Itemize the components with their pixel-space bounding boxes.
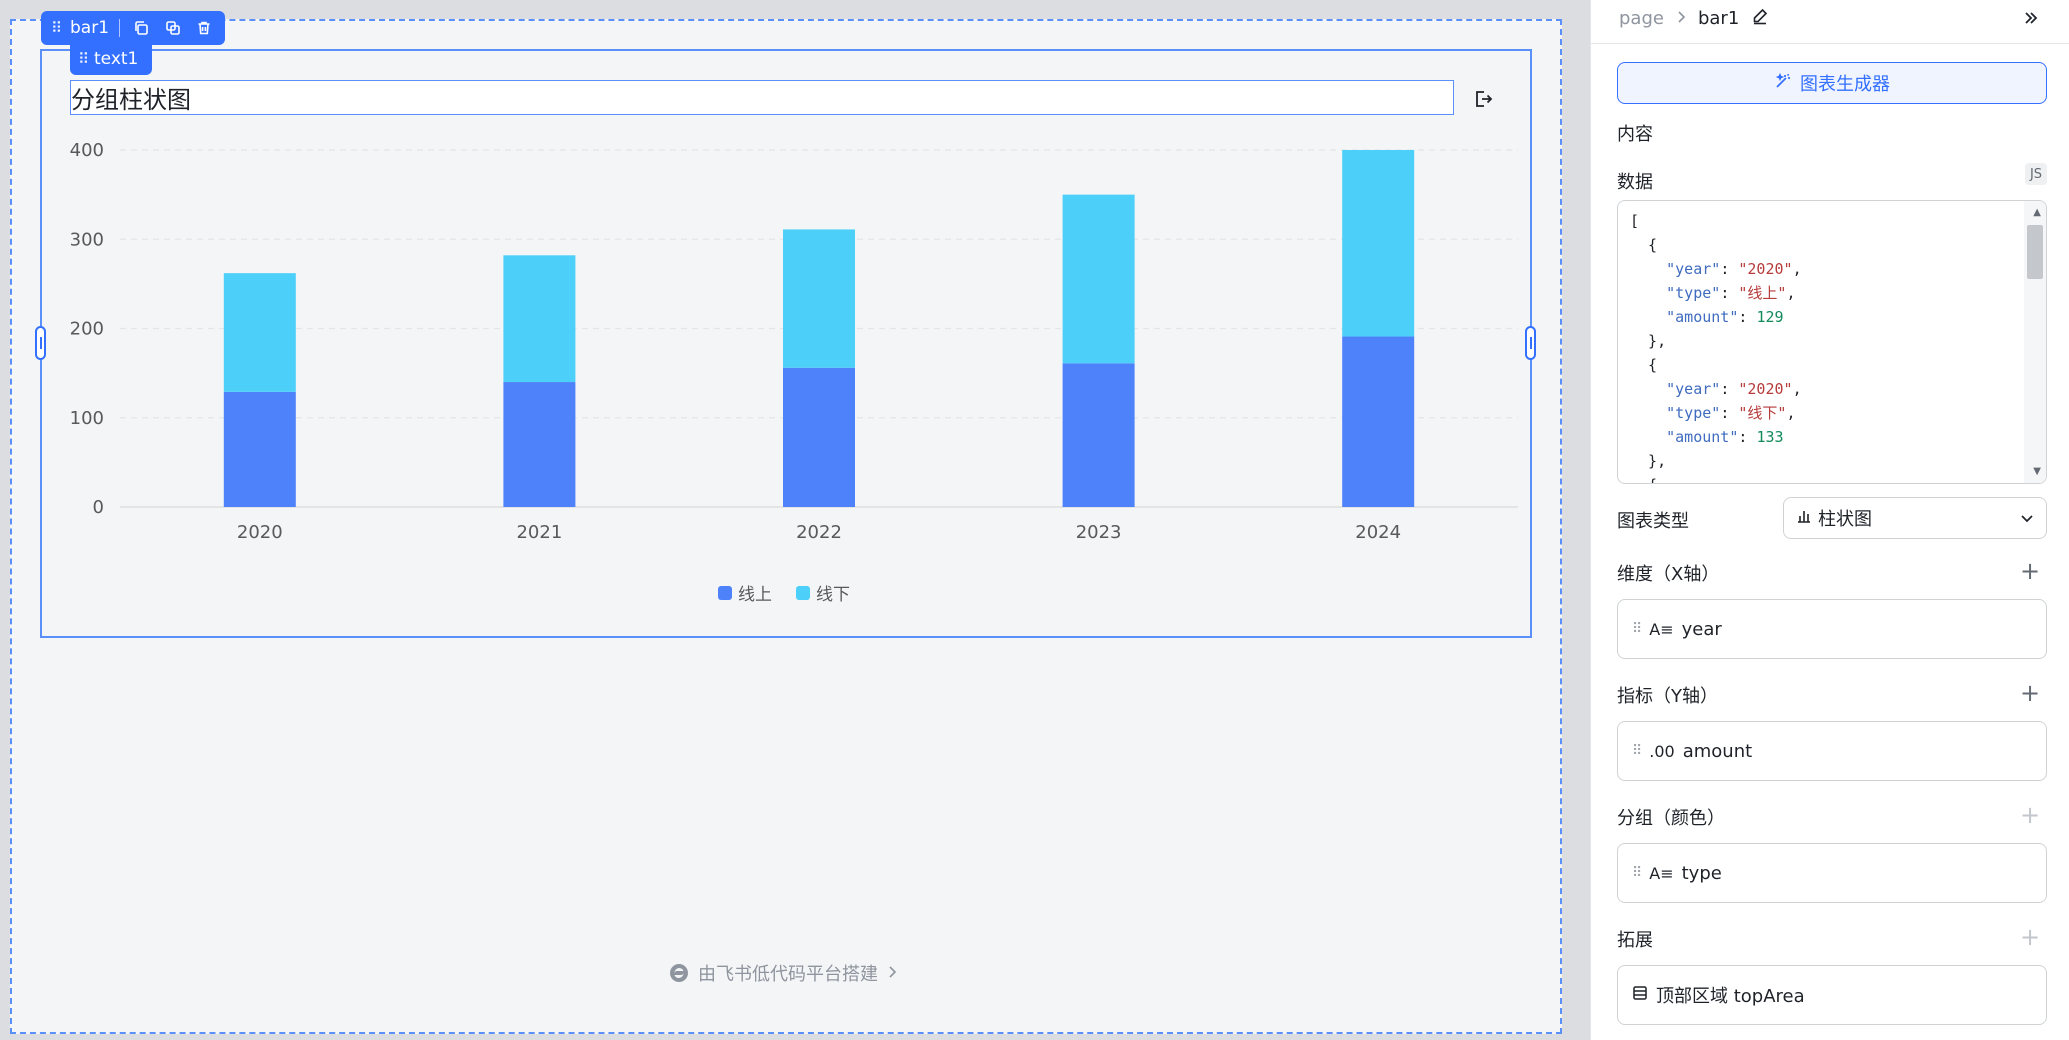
- export-icon[interactable]: [1470, 87, 1496, 111]
- bar1-selection-tag[interactable]: ⠿ bar1: [41, 11, 225, 45]
- x-tick-label: 2021: [516, 522, 562, 543]
- legend-swatch-series-1: [718, 585, 732, 600]
- content-section-label: 内容: [1617, 124, 1653, 145]
- bar-2023-series-1: [1062, 363, 1135, 507]
- extend-field[interactable]: 顶部区域 topArea: [1617, 965, 2047, 1025]
- code-scrollbar[interactable]: ▲ ▼: [2024, 201, 2046, 483]
- metric-field[interactable]: ⠿ .00 amount: [1617, 721, 2047, 781]
- selected-child-name: text1: [94, 48, 139, 69]
- resize-handle-right[interactable]: [1525, 326, 1536, 360]
- chart-generator-label: 图表生成器: [1800, 74, 1890, 95]
- property-panel: page bar1 图表生成器 内容 数据 JS [ { "year": "20…: [1590, 0, 2069, 1040]
- legend-label-series-2: 线下: [816, 585, 850, 605]
- bar-2021-series-2: [503, 255, 576, 383]
- group-label: 分组（颜色）: [1617, 808, 1725, 829]
- data-code-editor[interactable]: [ { "year": "2020", "type": "线上", "amoun…: [1617, 200, 2047, 484]
- dimension-field-name: year: [1681, 618, 1722, 640]
- bar-chart-icon: [1796, 508, 1812, 529]
- y-tick-label: 300: [70, 229, 104, 250]
- bar-2022-series-2: [783, 229, 855, 368]
- collapse-panel-icon[interactable]: [2019, 6, 2043, 30]
- add-group-icon[interactable]: +: [2019, 801, 2041, 829]
- drag-handle-icon[interactable]: ⠿: [1632, 621, 1642, 637]
- bar-2024-series-1: [1342, 336, 1415, 507]
- legend-item-series-2[interactable]: 线下: [796, 580, 850, 605]
- bar-2020-series-1: [223, 391, 296, 507]
- selected-component-name: bar1: [70, 18, 110, 38]
- text-type-icon: A≡: [1649, 863, 1674, 883]
- legend-item-series-1[interactable]: 线上: [718, 580, 772, 605]
- chevron-right-icon: [886, 963, 898, 984]
- copy-icon[interactable]: [130, 17, 152, 39]
- scroll-up-arrow-icon[interactable]: ▲: [2033, 207, 2041, 218]
- edit-icon[interactable]: [1751, 7, 1769, 30]
- text1-selection-tag[interactable]: ⠿ text1: [70, 42, 152, 75]
- legend-label-series-1: 线上: [738, 585, 772, 605]
- chevron-down-icon: [2020, 508, 2034, 529]
- panel-divider: [1591, 43, 2069, 44]
- chart-legend: 线上 线下: [718, 580, 850, 605]
- breadcrumb: page bar1: [1619, 0, 2039, 36]
- group-field[interactable]: ⠿ A≡ type: [1617, 843, 2047, 903]
- bar-2023-series-2: [1062, 194, 1135, 364]
- y-tick-label: 200: [70, 319, 104, 340]
- code-scrollbar-thumb[interactable]: [2027, 225, 2043, 279]
- dimension-field[interactable]: ⠿ A≡ year: [1617, 599, 2047, 659]
- extend-field-name: 顶部区域 topArea: [1656, 986, 1805, 1007]
- js-toggle-button[interactable]: JS: [2025, 163, 2047, 185]
- duplicate-icon[interactable]: [162, 17, 184, 39]
- footer-brand-link[interactable]: 由飞书低代码平台搭建: [668, 960, 898, 986]
- bar-2021-series-1: [503, 382, 576, 507]
- text-type-icon: A≡: [1649, 619, 1674, 639]
- metric-field-name: amount: [1682, 740, 1753, 762]
- y-tick-label: 0: [93, 497, 104, 518]
- y-tick-label: 400: [70, 140, 104, 161]
- footer-brand-text: 由飞书低代码平台搭建: [698, 964, 878, 985]
- magic-wand-icon: [1774, 72, 1792, 95]
- bar-2020-series-2: [223, 273, 296, 392]
- number-type-icon: .00: [1649, 741, 1675, 761]
- scroll-down-arrow-icon[interactable]: ▼: [2033, 466, 2041, 477]
- design-canvas: ⠿ bar1 ⠿ text1 分组柱状图 0 100 200 300 400 2020 20…: [10, 11, 1562, 1034]
- delete-icon[interactable]: [193, 17, 215, 39]
- add-dimension-icon[interactable]: +: [2019, 557, 2041, 585]
- chart-type-label: 图表类型: [1617, 511, 1689, 532]
- drag-handle-icon[interactable]: ⠿: [1632, 743, 1642, 759]
- dimension-label: 维度（X轴）: [1617, 564, 1720, 585]
- breadcrumb-current: bar1: [1697, 7, 1740, 29]
- metric-label: 指标（Y轴）: [1617, 686, 1718, 707]
- chart-title[interactable]: 分组柱状图: [71, 86, 191, 114]
- drag-handle-icon[interactable]: ⠿: [78, 49, 89, 68]
- x-tick-label: 2023: [1076, 522, 1122, 543]
- group-field-name: type: [1681, 862, 1722, 884]
- bar-2024-series-2: [1342, 150, 1415, 337]
- drag-handle-icon[interactable]: ⠿: [1632, 865, 1642, 881]
- bar-chart: 0 100 200 300 400 2020 2021 2022 2023 2024: [70, 140, 1518, 543]
- y-tick-label: 100: [70, 408, 104, 429]
- extend-label: 拓展: [1617, 930, 1653, 951]
- drag-handle-icon[interactable]: ⠿: [51, 19, 62, 37]
- data-code[interactable]: [ { "year": "2020", "type": "线上", "amoun…: [1630, 212, 1802, 483]
- bar-2022-series-1: [783, 367, 855, 507]
- resize-handle-left[interactable]: [35, 326, 46, 360]
- chart-generator-button[interactable]: 图表生成器: [1617, 62, 2047, 104]
- x-tick-label: 2020: [237, 522, 283, 543]
- feishu-logo-icon: [670, 964, 688, 982]
- chevron-right-icon: [1676, 8, 1686, 29]
- data-label: 数据: [1617, 172, 1653, 193]
- legend-swatch-series-2: [796, 585, 810, 600]
- x-tick-label: 2024: [1355, 522, 1401, 543]
- x-tick-label: 2022: [796, 522, 842, 543]
- breadcrumb-root[interactable]: page: [1619, 7, 1664, 29]
- tag-divider: [119, 19, 120, 37]
- add-extend-icon[interactable]: +: [2019, 923, 2041, 951]
- add-metric-icon[interactable]: +: [2019, 679, 2041, 707]
- chart-title-box[interactable]: 分组柱状图: [70, 80, 1454, 115]
- layout-area-icon: [1632, 985, 1648, 1006]
- chart-type-select[interactable]: 柱状图: [1783, 497, 2047, 539]
- chart-type-value: 柱状图: [1818, 509, 1872, 530]
